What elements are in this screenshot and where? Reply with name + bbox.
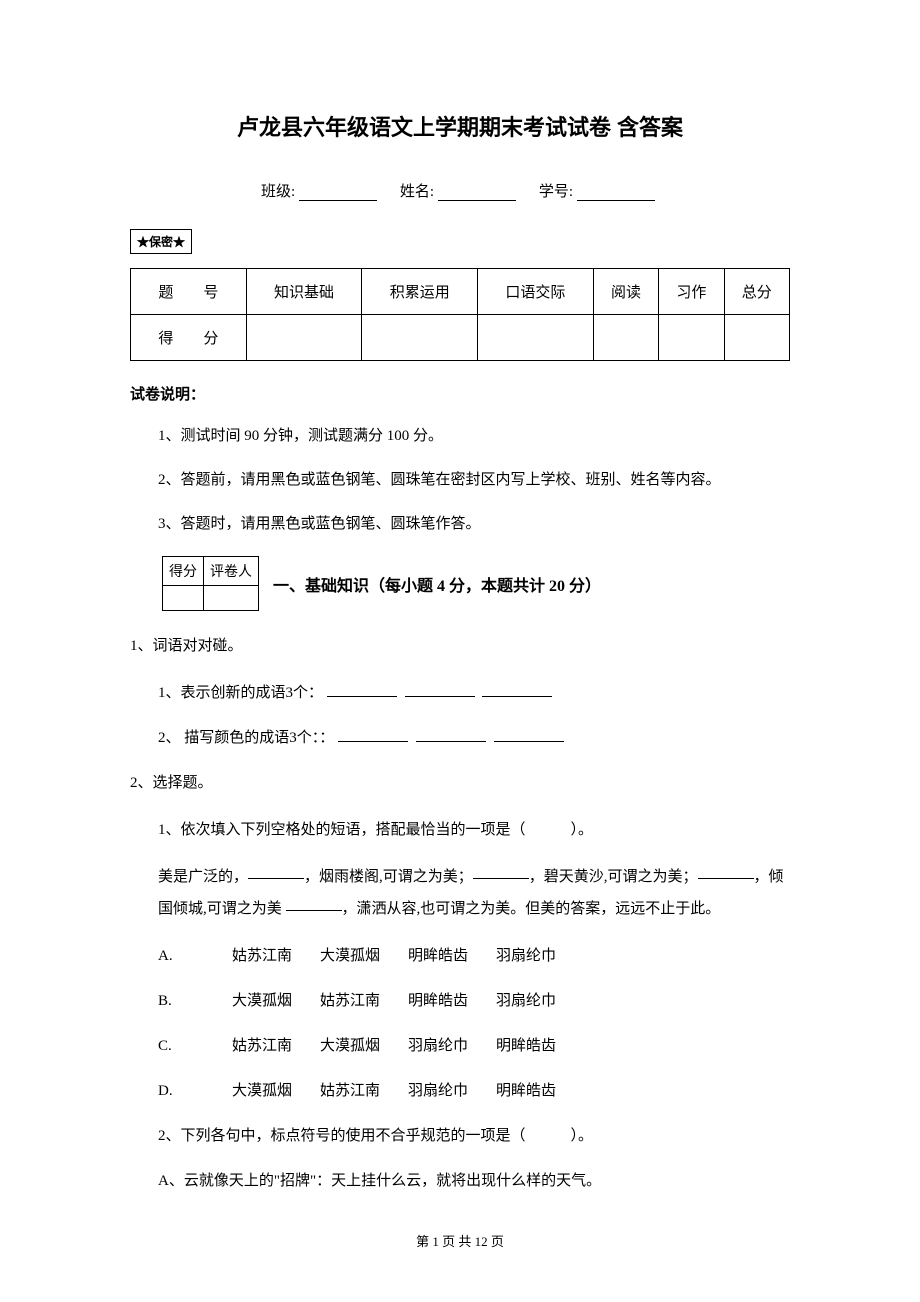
opt-a-w3: 明眸皓齿 [408, 943, 496, 970]
blank [698, 878, 754, 879]
q2-sub1: 1、依次填入下列空格处的短语，搭配最恰当的一项是（ ）。 [158, 817, 790, 844]
option-a: A.姑苏江南大漠孤烟明眸皓齿羽扇纶巾 [158, 943, 790, 970]
q1-s1-text: 1、表示创新的成语3个： [158, 685, 323, 701]
td-blank [724, 315, 789, 361]
opt-b-w4: 羽扇纶巾 [496, 988, 556, 1015]
opt-c-w2: 大漠孤烟 [320, 1033, 408, 1060]
opt-b-w3: 明眸皓齿 [408, 988, 496, 1015]
table-header-row: 题 号 知识基础 积累运用 口语交际 阅读 习作 总分 [131, 269, 790, 315]
q1-sub1: 1、表示创新的成语3个： [158, 680, 790, 707]
secret-badge: ★保密★ [130, 229, 192, 254]
th-total: 总分 [724, 269, 789, 315]
p-t5: ，潇洒从容,也可谓之为美。但美的答案，远远不止于此。 [342, 901, 721, 917]
option-d: D.大漠孤烟姑苏江南羽扇纶巾明眸皓齿 [158, 1078, 790, 1105]
blank [286, 910, 342, 911]
grader-blank [204, 586, 259, 611]
p-t3: ，碧天黄沙,可谓之为美； [529, 869, 698, 885]
opt-a-w1: 姑苏江南 [232, 943, 320, 970]
grader-blank [163, 586, 204, 611]
opt-d-w4: 明眸皓齿 [496, 1078, 556, 1105]
blank [482, 696, 552, 697]
opt-d-w3: 羽扇纶巾 [408, 1078, 496, 1105]
opt-d-w2: 姑苏江南 [320, 1078, 408, 1105]
grader-table: 得分 评卷人 [162, 556, 259, 611]
page-title: 卢龙县六年级语文上学期期末考试试卷 含答案 [130, 110, 790, 142]
td-blank [593, 315, 658, 361]
opt-c-w4: 明眸皓齿 [496, 1033, 556, 1060]
th-number: 题 号 [131, 269, 247, 315]
opt-b-w1: 大漠孤烟 [232, 988, 320, 1015]
td-score-label: 得 分 [131, 315, 247, 361]
blank [327, 696, 397, 697]
grader-person: 评卷人 [204, 557, 259, 586]
opt-d-label: D. [158, 1078, 232, 1105]
td-blank [659, 315, 724, 361]
th-reading: 阅读 [593, 269, 658, 315]
opt-c-w3: 羽扇纶巾 [408, 1033, 496, 1060]
opt-b-w2: 姑苏江南 [320, 988, 408, 1015]
th-knowledge: 知识基础 [246, 269, 362, 315]
opt-a-w2: 大漠孤烟 [320, 943, 408, 970]
name-label: 姓名: [400, 184, 434, 200]
id-label: 学号: [539, 184, 573, 200]
grader-score: 得分 [163, 557, 204, 586]
description-label: 试卷说明： [130, 383, 790, 404]
score-table: 题 号 知识基础 积累运用 口语交际 阅读 习作 总分 得 分 [130, 268, 790, 361]
p-t1: 美是广泛的， [158, 869, 248, 885]
question-1: 1、词语对对碰。 [130, 633, 790, 660]
td-blank [246, 315, 362, 361]
page-footer: 第 1 页 共 12 页 [130, 1231, 790, 1250]
opt-c-label: C. [158, 1033, 232, 1060]
opt-d-w1: 大漠孤烟 [232, 1078, 320, 1105]
q2-passage: 美是广泛的，，烟雨楼阁,可谓之为美；，碧天黄沙,可谓之为美；，倾国倾城,可谓之为… [158, 862, 790, 925]
option-c: C.姑苏江南大漠孤烟羽扇纶巾明眸皓齿 [158, 1033, 790, 1060]
blank [338, 741, 408, 742]
td-blank [362, 315, 478, 361]
class-blank [299, 200, 377, 201]
opt-c-w1: 姑苏江南 [232, 1033, 320, 1060]
q1-s2-text: 2、 描写颜色的成语3个：： [158, 730, 334, 746]
instruction-1: 1、测试时间 90 分钟，测试题满分 100 分。 [158, 424, 790, 448]
opt-a-w4: 羽扇纶巾 [496, 943, 556, 970]
blank [405, 696, 475, 697]
name-blank [438, 200, 516, 201]
id-blank [577, 200, 655, 201]
opt-a-label: A. [158, 943, 232, 970]
p-t2: ，烟雨楼阁,可谓之为美； [304, 869, 473, 885]
q1-sub2: 2、 描写颜色的成语3个：： [158, 725, 790, 752]
class-label: 班级: [261, 184, 295, 200]
section-1-heading: 一、基础知识（每小题 4 分，本题共计 20 分） [273, 572, 601, 596]
info-line: 班级: 姓名: 学号: [130, 180, 790, 201]
q2-sub2: 2、下列各句中，标点符号的使用不合乎规范的一项是（ ）。 [158, 1123, 790, 1150]
q2-sub2-a: A、云就像天上的"招牌"：天上挂什么云，就将出现什么样的天气。 [158, 1168, 790, 1195]
question-2: 2、选择题。 [130, 770, 790, 797]
blank [494, 741, 564, 742]
opt-b-label: B. [158, 988, 232, 1015]
td-blank [478, 315, 594, 361]
th-accumulate: 积累运用 [362, 269, 478, 315]
th-oral: 口语交际 [478, 269, 594, 315]
instruction-2: 2、答题前，请用黑色或蓝色钢笔、圆珠笔在密封区内写上学校、班别、姓名等内容。 [158, 468, 790, 492]
table-score-row: 得 分 [131, 315, 790, 361]
section-1-row: 得分 评卷人 一、基础知识（每小题 4 分，本题共计 20 分） [162, 556, 790, 611]
instruction-3: 3、答题时，请用黑色或蓝色钢笔、圆珠笔作答。 [158, 512, 790, 536]
blank [248, 878, 304, 879]
blank [416, 741, 486, 742]
th-writing: 习作 [659, 269, 724, 315]
blank [473, 878, 529, 879]
option-b: B.大漠孤烟姑苏江南明眸皓齿羽扇纶巾 [158, 988, 790, 1015]
